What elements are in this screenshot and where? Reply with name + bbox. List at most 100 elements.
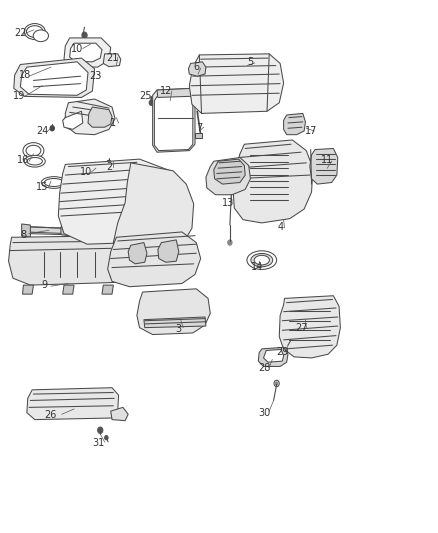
Ellipse shape	[151, 300, 172, 320]
Polygon shape	[22, 285, 33, 294]
Polygon shape	[9, 236, 134, 285]
Ellipse shape	[23, 143, 44, 159]
Circle shape	[66, 261, 71, 268]
Ellipse shape	[66, 117, 77, 127]
Text: 16: 16	[17, 155, 29, 165]
Text: 22: 22	[14, 28, 27, 38]
Polygon shape	[103, 54, 121, 67]
Text: 4: 4	[277, 222, 283, 232]
Text: 19: 19	[13, 91, 25, 101]
Polygon shape	[65, 99, 115, 135]
Polygon shape	[25, 227, 65, 233]
Polygon shape	[58, 159, 183, 244]
Polygon shape	[111, 407, 128, 421]
Polygon shape	[137, 289, 210, 335]
Text: 2: 2	[106, 161, 112, 172]
Polygon shape	[64, 38, 111, 67]
Ellipse shape	[41, 176, 67, 188]
Polygon shape	[14, 58, 95, 98]
Polygon shape	[284, 114, 305, 135]
Circle shape	[228, 240, 232, 245]
Circle shape	[91, 167, 95, 172]
Circle shape	[107, 160, 111, 165]
Polygon shape	[20, 62, 88, 95]
Circle shape	[149, 100, 153, 106]
Text: 26: 26	[45, 410, 57, 421]
Polygon shape	[70, 43, 102, 62]
Text: 17: 17	[304, 126, 317, 136]
Polygon shape	[158, 240, 179, 262]
Text: 10: 10	[71, 44, 83, 53]
Polygon shape	[108, 232, 201, 287]
Polygon shape	[63, 111, 83, 130]
Text: 21: 21	[106, 53, 118, 62]
Circle shape	[63, 258, 74, 271]
Polygon shape	[189, 54, 284, 114]
Circle shape	[197, 67, 199, 70]
Ellipse shape	[64, 115, 79, 130]
Circle shape	[85, 74, 89, 79]
Text: 8: 8	[20, 230, 26, 240]
Text: 28: 28	[259, 362, 271, 373]
Polygon shape	[264, 350, 284, 362]
Polygon shape	[157, 88, 195, 98]
Polygon shape	[154, 94, 193, 151]
Polygon shape	[63, 285, 74, 294]
Polygon shape	[144, 317, 206, 328]
Text: 23: 23	[90, 71, 102, 81]
Polygon shape	[188, 62, 206, 76]
Ellipse shape	[26, 26, 43, 37]
Text: 7: 7	[196, 123, 202, 133]
Circle shape	[195, 66, 201, 72]
Polygon shape	[113, 163, 194, 259]
Polygon shape	[61, 227, 68, 236]
Bar	[33, 70, 81, 90]
Text: 24: 24	[36, 126, 48, 136]
Polygon shape	[279, 296, 340, 358]
Ellipse shape	[24, 156, 45, 167]
Text: 5: 5	[247, 57, 254, 67]
Text: 15: 15	[36, 182, 48, 192]
Polygon shape	[206, 158, 251, 195]
Ellipse shape	[154, 303, 168, 317]
Text: 30: 30	[259, 408, 271, 418]
Polygon shape	[27, 387, 119, 419]
Circle shape	[82, 32, 87, 38]
Text: 27: 27	[296, 322, 308, 333]
Polygon shape	[214, 159, 245, 184]
Text: 10: 10	[80, 167, 92, 177]
Circle shape	[286, 342, 290, 349]
Ellipse shape	[24, 23, 45, 39]
Ellipse shape	[44, 179, 64, 187]
Polygon shape	[258, 348, 288, 367]
Polygon shape	[195, 133, 202, 138]
Text: 12: 12	[160, 86, 173, 96]
Circle shape	[270, 350, 273, 354]
Circle shape	[278, 358, 281, 361]
Text: 31: 31	[93, 438, 105, 448]
Text: 18: 18	[18, 70, 31, 80]
Text: 29: 29	[276, 346, 289, 357]
Ellipse shape	[33, 30, 49, 42]
Ellipse shape	[251, 254, 273, 266]
Circle shape	[98, 427, 103, 433]
Ellipse shape	[26, 146, 41, 156]
Text: 11: 11	[321, 155, 333, 165]
Circle shape	[276, 382, 278, 385]
Polygon shape	[88, 107, 112, 127]
Polygon shape	[233, 140, 313, 223]
Circle shape	[274, 380, 279, 386]
Bar	[29, 252, 117, 277]
Polygon shape	[21, 224, 30, 237]
Ellipse shape	[254, 255, 269, 265]
Ellipse shape	[180, 306, 192, 317]
Text: 6: 6	[193, 62, 199, 72]
Text: 14: 14	[251, 262, 264, 271]
Text: 1: 1	[110, 118, 117, 128]
Ellipse shape	[27, 158, 42, 165]
Polygon shape	[152, 88, 195, 152]
Text: 9: 9	[41, 280, 47, 290]
Text: 25: 25	[139, 91, 152, 101]
Polygon shape	[102, 285, 113, 294]
Ellipse shape	[247, 251, 277, 269]
